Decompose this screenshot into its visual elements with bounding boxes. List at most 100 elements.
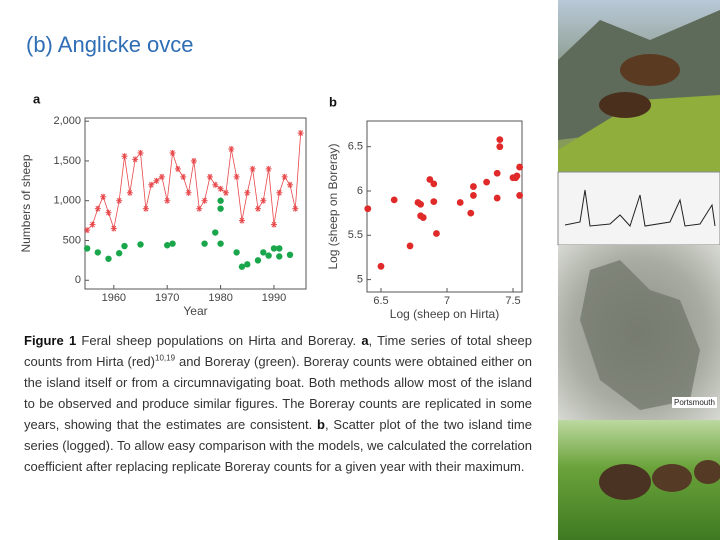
star-marker xyxy=(100,193,107,200)
star-marker xyxy=(206,173,213,180)
point xyxy=(430,198,438,206)
caption-text: and Boreray (green). Boreray counts were… xyxy=(24,354,532,432)
x-axis-label: Year xyxy=(183,304,207,318)
point xyxy=(364,205,372,213)
star-marker xyxy=(270,221,277,228)
x-tick-label: 1980 xyxy=(208,292,232,304)
y-tick-label: 1,500 xyxy=(53,155,81,167)
point xyxy=(496,136,504,144)
star-marker xyxy=(89,221,96,228)
point xyxy=(83,245,91,252)
y-tick-label: 6.5 xyxy=(348,141,363,153)
point xyxy=(238,263,246,270)
point xyxy=(483,178,491,186)
point xyxy=(212,229,219,236)
photo-sheep-shape xyxy=(620,54,680,86)
y-axis-label: Log (sheep on Boreray) xyxy=(326,143,340,269)
point xyxy=(270,245,278,252)
star-marker xyxy=(260,197,267,204)
point xyxy=(233,249,240,256)
star-marker xyxy=(244,189,251,196)
point xyxy=(94,249,102,256)
star-marker xyxy=(196,205,203,212)
star-marker xyxy=(174,165,181,172)
map-label: Portsmouth xyxy=(672,397,717,408)
star-marker xyxy=(222,189,229,196)
x-tick-label: 6.5 xyxy=(373,295,388,307)
point xyxy=(201,240,208,247)
point xyxy=(509,174,517,182)
star-marker xyxy=(116,197,123,204)
point xyxy=(377,262,385,270)
y-axis-label: Numbers of sheep xyxy=(19,154,33,252)
series-line xyxy=(86,133,302,231)
plot-frame xyxy=(84,117,307,290)
point xyxy=(419,214,427,221)
star-marker xyxy=(158,173,165,180)
star-marker xyxy=(180,173,187,180)
point xyxy=(254,257,262,264)
figure-caption: Figure 1 Feral sheep populations on Hirt… xyxy=(24,330,532,477)
point xyxy=(217,197,224,204)
point xyxy=(467,209,475,217)
star-marker xyxy=(265,165,272,172)
star-marker xyxy=(164,197,171,204)
point xyxy=(456,199,464,206)
star-marker xyxy=(286,181,293,188)
star-marker xyxy=(121,153,128,160)
point xyxy=(217,205,224,212)
point xyxy=(217,240,224,247)
star-marker xyxy=(281,173,288,180)
star-marker xyxy=(276,189,283,196)
point xyxy=(276,253,283,260)
point xyxy=(169,240,176,247)
star-marker xyxy=(153,177,160,184)
caption-label: Figure 1 xyxy=(24,333,77,348)
photo-bison-shape xyxy=(694,460,720,484)
star-marker xyxy=(137,149,144,156)
point xyxy=(121,242,128,250)
caption-panel: a xyxy=(361,333,369,348)
photo-bison-shape xyxy=(652,464,692,492)
y-tick-label: 5.5 xyxy=(348,229,363,241)
star-marker xyxy=(132,156,139,163)
star-marker xyxy=(142,205,149,212)
star-marker xyxy=(238,217,245,224)
star-marker xyxy=(217,185,224,192)
y-tick-label: 6 xyxy=(357,185,363,197)
point xyxy=(496,143,504,151)
star-marker xyxy=(233,173,240,180)
star-marker xyxy=(185,189,192,196)
point xyxy=(433,230,440,237)
point xyxy=(244,261,251,268)
star-marker xyxy=(228,146,235,153)
point xyxy=(105,255,112,262)
map-land xyxy=(580,260,700,410)
panel-label: a xyxy=(33,91,41,106)
point xyxy=(164,242,171,249)
point xyxy=(470,183,477,190)
x-tick-label: 1990 xyxy=(262,292,286,304)
star-marker xyxy=(84,227,91,234)
slide-title: (b) Anglicke ovce xyxy=(26,32,194,57)
star-marker xyxy=(190,157,197,164)
point xyxy=(265,252,272,259)
x-axis-label: Log (sheep on Hirta) xyxy=(390,307,499,321)
point xyxy=(137,241,144,248)
x-tick-label: 1970 xyxy=(155,292,179,304)
inset-chart xyxy=(557,171,720,246)
star-marker xyxy=(105,209,112,216)
point xyxy=(390,196,398,204)
inset-line xyxy=(564,189,716,227)
x-tick-label: 7.5 xyxy=(505,295,520,307)
caption-panel: b xyxy=(317,417,325,432)
caption-ref: 10,19 xyxy=(155,353,176,363)
caption-text: , Time series of total sheep counts from… xyxy=(24,333,532,369)
y-tick-label: 500 xyxy=(63,234,81,246)
y-tick-label: 2,000 xyxy=(53,115,81,127)
photo-sheep-shape xyxy=(599,92,651,118)
point xyxy=(493,169,501,177)
point xyxy=(406,242,414,250)
y-tick-label: 5 xyxy=(357,274,363,286)
